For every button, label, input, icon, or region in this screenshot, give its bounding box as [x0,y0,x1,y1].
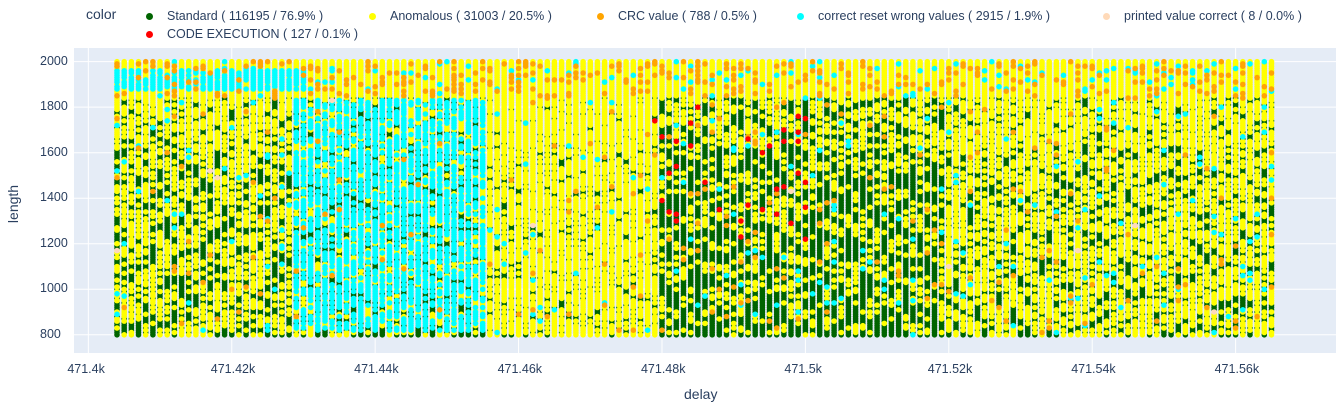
scatter-chart [74,48,1336,353]
